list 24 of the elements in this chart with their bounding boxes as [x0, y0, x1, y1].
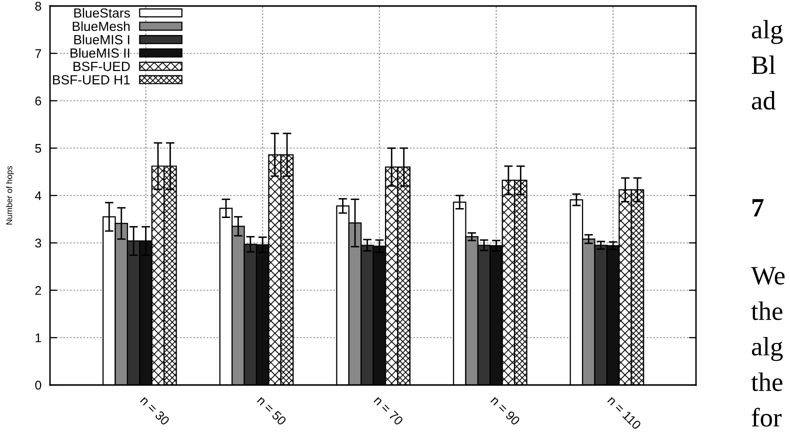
legend-label: BlueMesh: [72, 21, 130, 32]
y-tick-label: 4: [35, 191, 42, 200]
y-tick-label: 0: [35, 380, 42, 390]
x-tick-label: n = 110: [607, 396, 642, 430]
y-tick-label: 2: [35, 286, 42, 295]
y-tick-label: 5: [35, 144, 42, 153]
text: alg Bl ad: [752, 20, 783, 110]
legend-label: BlueMIS I: [74, 34, 130, 44]
legend-label: BlueMIS II: [70, 48, 130, 58]
x-tick-label: n = 50: [256, 396, 287, 426]
y-tick-label: 8: [35, 2, 42, 11]
legend-label: BlueStars: [74, 8, 130, 18]
legend-label: BSF-UED H1: [53, 75, 130, 84]
y-axis-title: Number of hops: [6, 166, 14, 224]
legend-label: BSF-UED: [74, 62, 130, 72]
y-tick-label: 3: [35, 238, 42, 248]
text: We the alg the for: [751, 267, 785, 427]
y-tick-label: 7: [35, 49, 42, 58]
x-tick-label: n = 30: [140, 396, 170, 426]
x-tick-label: n = 90: [490, 396, 520, 426]
y-tick-label: 1: [36, 334, 42, 342]
text: 7: [752, 199, 764, 216]
x-tick-label: n = 70: [374, 396, 404, 426]
y-tick-label: 6: [35, 96, 42, 106]
